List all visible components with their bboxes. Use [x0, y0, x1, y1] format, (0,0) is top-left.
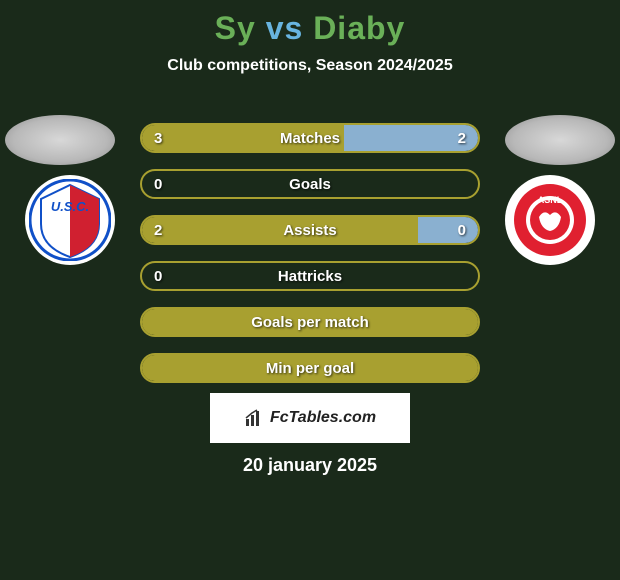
club-left-badge: U.S.C.: [25, 175, 115, 265]
stat-label: Min per goal: [142, 355, 478, 381]
fctables-label: FcTables.com: [270, 409, 376, 427]
club-right-badge: ASNL: [505, 175, 595, 265]
stat-row: 32Matches: [140, 123, 480, 153]
stat-label: Assists: [142, 217, 478, 243]
stat-row: 0Hattricks: [140, 261, 480, 291]
chart-icon: [244, 408, 264, 428]
fctables-banner: FcTables.com: [210, 393, 410, 443]
usc-shield-icon: U.S.C.: [29, 179, 111, 261]
subtitle: Club competitions, Season 2024/2025: [0, 57, 620, 75]
player2-avatar: [505, 115, 615, 165]
date: 20 january 2025: [0, 455, 620, 476]
stat-row: Goals per match: [140, 307, 480, 337]
comparison-infographic: Sy vs Diaby Club competitions, Season 20…: [0, 0, 620, 580]
stat-label: Goals per match: [142, 309, 478, 335]
player1-avatar: [5, 115, 115, 165]
svg-text:ASNL: ASNL: [538, 195, 563, 205]
stat-row: Min per goal: [140, 353, 480, 383]
stat-label: Matches: [142, 125, 478, 151]
vs-text: vs: [266, 10, 304, 46]
player2-name: Diaby: [313, 10, 405, 46]
stat-label: Goals: [142, 171, 478, 197]
stat-row: 20Assists: [140, 215, 480, 245]
svg-text:U.S.C.: U.S.C.: [51, 199, 89, 214]
asnl-badge-icon: ASNL: [509, 179, 591, 261]
stat-row: 0Goals: [140, 169, 480, 199]
stats-area: 32Matches 0Goals 20Assists 0Hattricks Goals …: [140, 123, 480, 399]
title: Sy vs Diaby: [0, 0, 620, 47]
stat-label: Hattricks: [142, 263, 478, 289]
player1-name: Sy: [215, 10, 256, 46]
